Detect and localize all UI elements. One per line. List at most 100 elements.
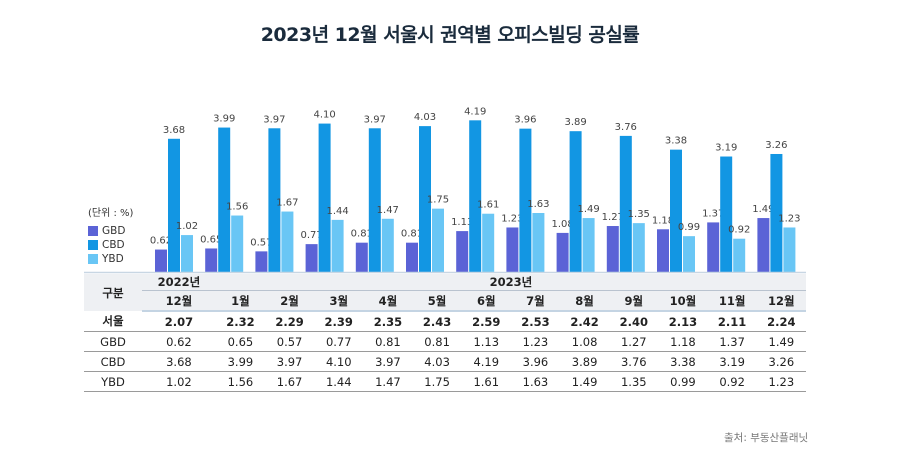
data-label-cbd: 3.99 xyxy=(213,114,235,125)
table-cell: 1.02 xyxy=(142,371,216,392)
data-label-gbd: 1.49 xyxy=(752,204,774,215)
table-cell: 1.56 xyxy=(215,371,265,392)
table-cell: 1.27 xyxy=(609,331,659,352)
table-cell: 3.68 xyxy=(142,351,216,372)
month-header: 12월 xyxy=(756,290,806,312)
data-label-gbd: 0.57 xyxy=(250,237,272,248)
data-label-cbd: 3.97 xyxy=(263,114,285,125)
table-cell: 0.92 xyxy=(707,371,757,392)
bar-cbd xyxy=(318,123,331,272)
table-row: GBD 0.62 0.65 0.57 0.77 0.81 0.81 1.13 1.23 1.08 1… xyxy=(84,331,806,352)
bar-gbd xyxy=(456,231,469,272)
table-row: YBD 1.02 1.56 1.67 1.44 1.47 1.75 1.61 1.63 1.49 1… xyxy=(84,371,806,392)
table-cell: 2.53 xyxy=(510,311,561,332)
data-label-ybd: 1.23 xyxy=(778,213,800,224)
bar-ybd xyxy=(733,238,746,272)
table-cell: 0.81 xyxy=(363,331,413,352)
month-header: 11월 xyxy=(707,290,757,312)
data-label-gbd: 0.62 xyxy=(150,236,172,247)
table-cell: 1.35 xyxy=(609,371,659,392)
table-cell: 0.62 xyxy=(142,331,216,352)
data-label-cbd: 3.97 xyxy=(364,114,386,125)
table-cell: 2.13 xyxy=(658,311,708,332)
table-cell: 1.61 xyxy=(461,371,511,392)
table-cell: 1.23 xyxy=(756,371,806,392)
table-cell: 2.24 xyxy=(756,311,806,332)
bar-ybd xyxy=(482,213,495,272)
bar-cbd xyxy=(168,138,180,272)
bar-gbd xyxy=(255,251,268,272)
bar-ybd xyxy=(381,218,394,272)
bar-ybd xyxy=(632,223,645,272)
month-header: 3월 xyxy=(314,290,364,312)
table-cell: 0.99 xyxy=(658,371,708,392)
month-header: 4월 xyxy=(363,290,413,312)
legend-label-cbd: CBD xyxy=(102,239,125,251)
data-table: 구분 2022년 2023년 12월 1월 2월 3월 4월 5월 6월 7월 8월 9월 10월 1… xyxy=(84,274,806,392)
legend-swatch-ybd xyxy=(88,254,98,264)
bar-cbd xyxy=(720,156,733,272)
table-cell: 3.97 xyxy=(363,351,413,372)
bar-cbd xyxy=(619,135,632,272)
table-cell: 0.65 xyxy=(215,331,265,352)
bar-gbd xyxy=(606,226,619,272)
table-cell: 0.57 xyxy=(264,331,315,352)
data-label-cbd: 4.10 xyxy=(313,110,335,121)
table-cell: 1.63 xyxy=(510,371,561,392)
table-cell: 3.96 xyxy=(510,351,561,372)
data-label-cbd: 3.89 xyxy=(564,117,586,128)
data-label-gbd: 0.81 xyxy=(351,229,373,240)
data-label-ybd: 1.44 xyxy=(326,206,348,217)
table-cell: 2.29 xyxy=(264,311,315,332)
bar-gbd xyxy=(406,242,418,272)
legend: GBD CBD YBD xyxy=(88,224,125,266)
month-header: 6월 xyxy=(461,290,511,312)
bar-gbd xyxy=(757,218,770,272)
bar-ybd xyxy=(582,218,595,272)
table-cell: 1.18 xyxy=(658,331,708,352)
bar-ybd xyxy=(532,212,545,272)
row-label: GBD xyxy=(84,331,142,352)
data-label-gbd: 0.77 xyxy=(300,230,322,241)
data-label-cbd: 4.03 xyxy=(414,112,436,123)
bar-gbd xyxy=(155,249,167,272)
table-cell: 1.37 xyxy=(707,331,757,352)
table-cell: 2.39 xyxy=(314,311,364,332)
data-label-cbd: 3.96 xyxy=(514,115,536,126)
data-label-gbd: 1.13 xyxy=(451,217,473,228)
month-header: 7월 xyxy=(510,290,561,312)
table-cell: 1.49 xyxy=(756,331,806,352)
legend-label-gbd: GBD xyxy=(102,225,126,237)
data-label-ybd: 0.99 xyxy=(678,222,700,233)
month-header: 1월 xyxy=(215,290,265,312)
legend-item-ybd: YBD xyxy=(88,252,125,266)
data-label-ybd: 1.47 xyxy=(377,205,399,216)
data-label-cbd: 3.38 xyxy=(665,136,687,147)
table-cell: 4.19 xyxy=(461,351,511,372)
table-cell: 1.13 xyxy=(461,331,511,352)
data-label-gbd: 1.23 xyxy=(501,213,523,224)
table-cell: 3.76 xyxy=(609,351,659,372)
row-label: YBD xyxy=(84,371,142,392)
bar-chart: 0.62 3.68 1.020.65 3.99 1.56 0.57 3.97 1.67 0.77… xyxy=(84,106,806,274)
data-label-gbd: 1.27 xyxy=(602,212,624,223)
month-header: 8월 xyxy=(560,290,610,312)
bar-ybd xyxy=(231,215,244,272)
table-cell: 2.11 xyxy=(707,311,757,332)
source-note: 출처: 부동산플래닛 xyxy=(724,432,809,444)
bar-gbd xyxy=(506,227,519,272)
table-cell: 4.10 xyxy=(314,351,364,372)
bar-cbd xyxy=(419,126,431,272)
bar-gbd xyxy=(657,229,669,272)
data-label-ybd: 1.63 xyxy=(527,199,549,210)
table-month-row: 12월 1월 2월 3월 4월 5월 6월 7월 8월 9월 10월 11월 12월 xyxy=(84,290,806,312)
table-cell: 2.40 xyxy=(609,311,659,332)
bar-cbd xyxy=(368,128,381,272)
table-cell: 1.23 xyxy=(510,331,561,352)
table-cell: 0.77 xyxy=(314,331,364,352)
month-header: 5월 xyxy=(412,290,462,312)
unit-label: (단위 : %) xyxy=(88,208,134,219)
bar-ybd xyxy=(683,236,695,272)
legend-label-ybd: YBD xyxy=(102,253,124,265)
table-cell: 1.44 xyxy=(314,371,364,392)
